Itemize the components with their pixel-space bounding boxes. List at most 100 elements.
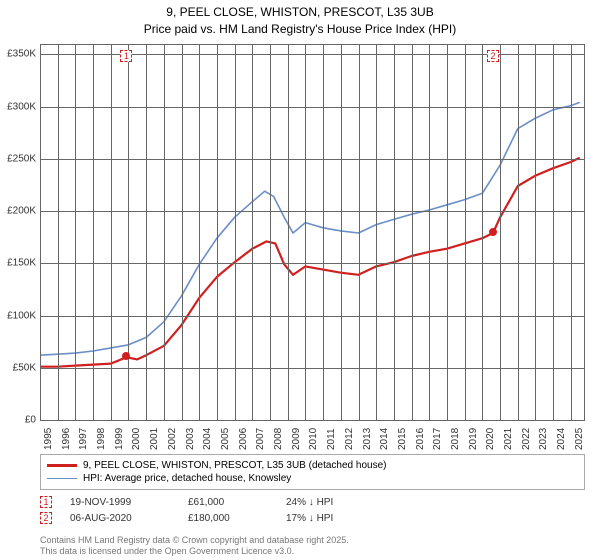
sale-marker-2: 2 [487,50,499,62]
footer-line-2: This data is licensed under the Open Gov… [40,546,349,558]
y-tick-label: £100K [7,310,36,321]
series-price_paid [40,158,580,367]
y-tick-label: £250K [7,153,36,164]
x-tick-label: 2008 [273,428,284,450]
x-gridline [482,44,483,420]
sales-row-date: 06-AUG-2020 [70,513,170,524]
x-tick-label: 2015 [397,428,408,450]
y-gridline [40,263,585,264]
x-gridline [465,44,466,420]
sale-point-1 [122,352,130,360]
y-axis: £0£50K£100K£150K£200K£250K£300K£350K [0,44,40,420]
x-gridline [235,44,236,420]
y-tick-label: £200K [7,206,36,217]
x-gridline [341,44,342,420]
legend-label: 9, PEEL CLOSE, WHISTON, PRESCOT, L35 3UB… [83,460,386,471]
legend: 9, PEEL CLOSE, WHISTON, PRESCOT, L35 3UB… [40,454,585,490]
x-tick-label: 2018 [450,428,461,450]
x-tick-label: 2002 [167,428,178,450]
x-tick-label: 2023 [538,428,549,450]
x-tick-label: 2019 [468,428,479,450]
legend-item: 9, PEEL CLOSE, WHISTON, PRESCOT, L35 3UB… [47,459,578,472]
x-gridline [535,44,536,420]
x-tick-label: 1995 [43,428,54,450]
title-line-2: Price paid vs. HM Land Registry's House … [0,21,600,38]
sales-row-diff: 24% ↓ HPI [286,497,386,508]
x-gridline [270,44,271,420]
x-tick-label: 2014 [379,428,390,450]
footer: Contains HM Land Registry data © Crown c… [40,535,349,558]
x-gridline [182,44,183,420]
sales-row-price: £180,000 [188,513,268,524]
sales-row-price: £61,000 [188,497,268,508]
x-tick-label: 2024 [556,428,567,450]
y-tick-label: £350K [7,49,36,60]
y-gridline [40,316,585,317]
series-hpi [40,102,580,355]
x-gridline [58,44,59,420]
x-gridline [164,44,165,420]
sales-row-date: 19-NOV-1999 [70,497,170,508]
sale-marker-1: 1 [120,50,132,62]
x-gridline [323,44,324,420]
x-tick-label: 2000 [131,428,142,450]
x-gridline [93,44,94,420]
legend-label: HPI: Average price, detached house, Know… [83,473,291,484]
x-tick-label: 2025 [574,428,585,450]
sales-table: 1 19-NOV-1999 £61,000 24% ↓ HPI 2 06-AUG-2020… [40,494,585,526]
x-gridline [412,44,413,420]
y-gridline [40,159,585,160]
x-tick-label: 2010 [308,428,319,450]
x-tick-label: 1999 [114,428,125,450]
x-tick-label: 2004 [202,428,213,450]
title-line-1: 9, PEEL CLOSE, WHISTON, PRESCOT, L35 3UB [0,4,600,21]
x-gridline [40,44,41,420]
x-gridline [394,44,395,420]
x-gridline [146,44,147,420]
sales-row-marker: 2 [40,512,52,524]
x-tick-label: 2017 [432,428,443,450]
x-tick-label: 2003 [185,428,196,450]
y-tick-label: £0 [25,415,36,426]
x-tick-label: 1996 [61,428,72,450]
x-gridline [571,44,572,420]
y-gridline [40,107,585,108]
x-gridline [128,44,129,420]
x-gridline [75,44,76,420]
chart-container: 9, PEEL CLOSE, WHISTON, PRESCOT, L35 3UB… [0,0,600,560]
x-tick-label: 2011 [326,428,337,450]
x-tick-label: 1998 [96,428,107,450]
x-tick-label: 2013 [362,428,373,450]
sales-row: 2 06-AUG-2020 £180,000 17% ↓ HPI [40,510,585,526]
x-tick-label: 1997 [78,428,89,450]
x-gridline [429,44,430,420]
x-tick-label: 2016 [415,428,426,450]
y-gridline [40,211,585,212]
y-tick-label: £50K [13,362,36,373]
y-gridline [40,420,585,421]
chart-title: 9, PEEL CLOSE, WHISTON, PRESCOT, L35 3UB… [0,0,600,38]
x-tick-label: 2020 [485,428,496,450]
x-gridline [217,44,218,420]
x-tick-label: 2005 [220,428,231,450]
sales-row-diff: 17% ↓ HPI [286,513,386,524]
x-gridline [553,44,554,420]
sale-point-2 [489,228,497,236]
plot-area [40,44,585,420]
legend-swatch [47,478,77,480]
x-tick-label: 2012 [344,428,355,450]
x-tick-label: 2009 [291,428,302,450]
x-gridline [518,44,519,420]
legend-item: HPI: Average price, detached house, Know… [47,472,578,485]
x-gridline [500,44,501,420]
x-tick-label: 2007 [255,428,266,450]
y-tick-label: £150K [7,258,36,269]
y-gridline [40,368,585,369]
sales-row-marker: 1 [40,496,52,508]
x-gridline [447,44,448,420]
y-tick-label: £300K [7,101,36,112]
x-gridline [199,44,200,420]
x-gridline [305,44,306,420]
x-tick-label: 2022 [521,428,532,450]
x-gridline [376,44,377,420]
